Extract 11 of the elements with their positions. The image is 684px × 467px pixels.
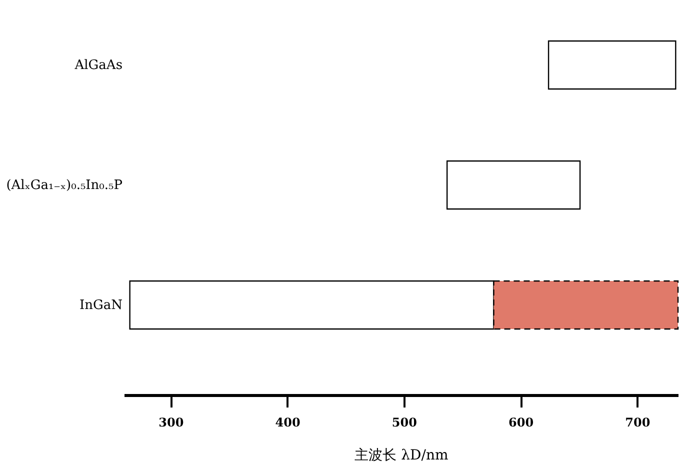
y-tick-label: InGaN	[79, 298, 122, 313]
x-axis-title: 主波长 λD/nm	[354, 448, 448, 464]
x-tick-label: 400	[275, 416, 300, 430]
x-tick-label: 600	[508, 416, 534, 430]
x-tick-label: 700	[625, 416, 650, 430]
y-tick-label: (AlₓGa₁₋ₓ)₀.₅In₀.₅P	[6, 178, 123, 193]
bar	[548, 40, 676, 90]
x-tick-label: 500	[392, 416, 417, 430]
bar	[446, 160, 581, 210]
x-tick-label: 300	[158, 416, 184, 430]
y-tick-label: AlGaAs	[74, 58, 122, 73]
